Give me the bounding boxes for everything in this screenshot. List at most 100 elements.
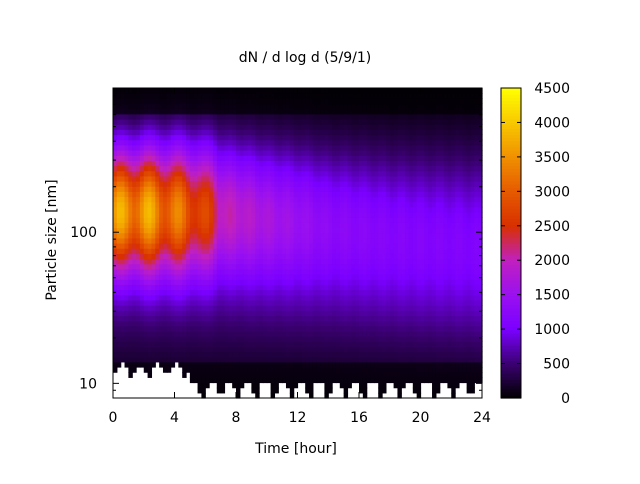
heatmap-cell bbox=[332, 367, 337, 373]
heatmap-cell bbox=[401, 263, 406, 270]
heatmap-cell bbox=[120, 206, 126, 213]
heatmap-cell bbox=[224, 330, 229, 337]
heatmap-cell bbox=[201, 144, 206, 151]
heatmap-cell bbox=[385, 119, 391, 125]
heatmap-cell bbox=[186, 103, 191, 110]
heatmap-cell bbox=[174, 253, 179, 260]
heatmap-cell bbox=[228, 232, 233, 239]
heatmap-cell bbox=[316, 222, 322, 229]
heatmap-cell bbox=[412, 119, 418, 125]
heatmap-cell bbox=[332, 310, 337, 316]
heatmap-cell bbox=[197, 212, 202, 218]
heatmap-cell bbox=[347, 186, 352, 192]
heatmap-cell bbox=[428, 263, 433, 270]
heatmap-cell bbox=[301, 289, 306, 296]
heatmap-cell bbox=[378, 124, 383, 130]
heatmap-cell bbox=[251, 150, 256, 156]
heatmap-cell bbox=[428, 93, 433, 99]
heatmap-cell bbox=[178, 341, 183, 347]
heatmap-cell bbox=[259, 289, 264, 296]
heatmap-cell bbox=[116, 227, 122, 234]
heatmap-cell bbox=[205, 144, 210, 151]
heatmap-cell bbox=[397, 336, 402, 342]
heatmap-cell bbox=[412, 134, 418, 141]
heatmap-cell bbox=[197, 160, 202, 167]
heatmap-cell bbox=[282, 175, 287, 182]
heatmap-cell bbox=[232, 382, 237, 389]
heatmap-cell bbox=[335, 330, 341, 337]
heatmap-cell bbox=[408, 356, 414, 363]
heatmap-cell bbox=[236, 279, 241, 285]
heatmap-cell bbox=[251, 212, 256, 218]
heatmap-cell bbox=[359, 217, 364, 223]
heatmap-cell bbox=[136, 330, 141, 337]
heatmap-cell bbox=[270, 119, 276, 125]
heatmap-cell bbox=[259, 372, 264, 378]
heatmap-cell bbox=[420, 108, 425, 115]
heatmap-cell bbox=[162, 299, 168, 306]
heatmap-cell bbox=[128, 93, 133, 99]
heatmap-cell bbox=[232, 139, 237, 146]
heatmap-cell bbox=[293, 98, 299, 105]
heatmap-cell bbox=[385, 129, 391, 136]
heatmap-cell bbox=[428, 150, 433, 156]
heatmap-cell bbox=[382, 222, 387, 229]
heatmap-cell bbox=[439, 165, 445, 172]
heatmap-cell bbox=[332, 186, 337, 192]
heatmap-cell bbox=[143, 253, 149, 260]
heatmap-cell bbox=[382, 320, 387, 327]
heatmap-cell bbox=[355, 181, 360, 187]
heatmap-cell bbox=[262, 248, 268, 254]
heatmap-cell bbox=[366, 320, 372, 327]
heatmap-cell bbox=[305, 253, 310, 260]
heatmap-cell bbox=[439, 93, 445, 99]
heatmap-cell bbox=[370, 196, 375, 203]
heatmap-cell bbox=[285, 367, 291, 373]
heatmap-cell bbox=[285, 284, 291, 291]
heatmap-cell bbox=[201, 299, 206, 306]
heatmap-cell bbox=[335, 206, 341, 213]
heatmap-cell bbox=[432, 377, 437, 384]
heatmap-cell bbox=[147, 222, 153, 229]
heatmap-cell bbox=[170, 336, 176, 342]
heatmap-cell bbox=[278, 367, 283, 373]
heatmap-cell bbox=[239, 258, 245, 265]
heatmap-cell bbox=[428, 289, 433, 296]
heatmap-cell bbox=[393, 144, 399, 151]
heatmap-cell bbox=[343, 150, 349, 156]
heatmap-cell bbox=[289, 160, 295, 167]
heatmap-cell bbox=[270, 299, 276, 306]
heatmap-cell bbox=[170, 315, 176, 322]
heatmap-cell bbox=[447, 320, 452, 327]
heatmap-cell bbox=[209, 196, 214, 203]
heatmap-cell bbox=[293, 346, 299, 353]
heatmap-cell bbox=[166, 150, 172, 156]
heatmap-cell bbox=[182, 196, 187, 203]
heatmap-cell bbox=[178, 351, 183, 358]
heatmap-cell bbox=[435, 144, 441, 151]
heatmap-cell bbox=[378, 382, 383, 389]
heatmap-cell bbox=[305, 181, 310, 187]
heatmap-cell bbox=[370, 263, 375, 270]
heatmap-cell bbox=[378, 320, 383, 327]
heatmap-cell bbox=[162, 320, 168, 327]
heatmap-cell bbox=[432, 320, 437, 327]
heatmap-cell bbox=[428, 186, 433, 192]
heatmap-cell bbox=[362, 88, 368, 94]
heatmap-cell bbox=[297, 181, 302, 187]
heatmap-cell bbox=[151, 191, 156, 198]
heatmap-cell bbox=[374, 139, 379, 146]
heatmap-cell bbox=[266, 139, 272, 146]
heatmap-cell bbox=[374, 346, 379, 353]
heatmap-cell bbox=[385, 258, 391, 265]
heatmap-cell bbox=[405, 181, 410, 187]
heatmap-cell bbox=[166, 196, 172, 203]
heatmap-cell bbox=[370, 103, 375, 110]
heatmap-cell bbox=[162, 181, 168, 187]
heatmap-cell bbox=[201, 119, 206, 125]
heatmap-cell bbox=[401, 150, 406, 156]
heatmap-cell bbox=[312, 367, 318, 373]
heatmap-cell bbox=[359, 367, 364, 373]
heatmap-cell bbox=[332, 258, 337, 265]
heatmap-cell bbox=[170, 274, 176, 280]
